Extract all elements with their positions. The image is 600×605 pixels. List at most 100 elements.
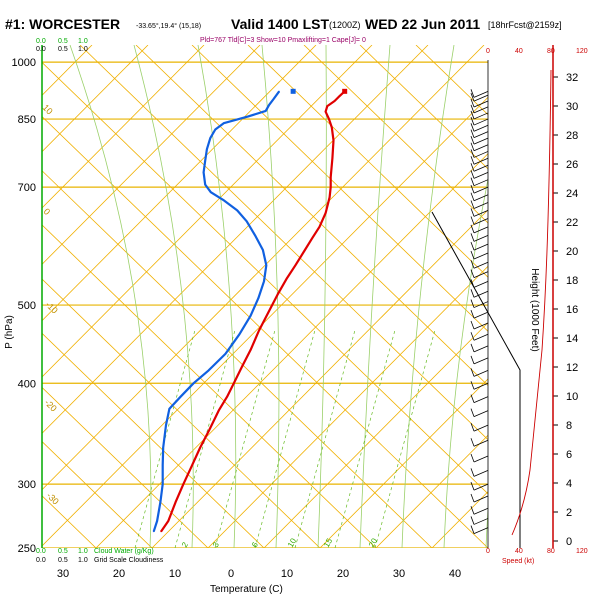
isotherm-line: [42, 96, 488, 547]
pressure-tick-label: 850: [18, 114, 36, 126]
wind-barb: [470, 104, 489, 114]
dewpoint-point: [209, 137, 211, 139]
isotherm-line: [375, 434, 488, 548]
wind-barb-staff: [473, 172, 489, 179]
dry-adiabat-line: [191, 45, 488, 332]
wind-barb-staff: [473, 179, 489, 187]
wind-barb-staff: [473, 234, 489, 242]
dewpoint-point: [159, 501, 162, 503]
temperature-point: [331, 126, 333, 129]
temperature-point: [250, 349, 252, 351]
dewpoint-point: [250, 315, 252, 317]
dewpoint-point: [208, 369, 210, 371]
speed-bottom-2: 80: [547, 548, 555, 555]
wind-barb-feather: [470, 184, 475, 194]
grid-layer: [42, 45, 488, 548]
temperature-point: [326, 105, 328, 107]
mixing-ratio-line: [374, 329, 436, 548]
surface-dewpoint-marker: [290, 88, 296, 94]
height-tick-label: 14: [566, 333, 578, 345]
temperature-point: [174, 501, 177, 503]
wind-barb: [470, 156, 489, 165]
wind-barb: [470, 453, 489, 463]
speed-top-1: 40: [515, 48, 523, 55]
dry-adiabat-line: [303, 45, 488, 224]
mixing-ratio-line: [294, 329, 356, 548]
wind-barb: [470, 135, 489, 145]
dry-adiabat-line: [79, 45, 488, 441]
isotherm-line: [319, 378, 488, 548]
temperature-point: [331, 157, 333, 159]
wind-barb-staff: [473, 333, 489, 341]
wind-barb-feather: [470, 289, 475, 298]
temperature-point: [182, 483, 184, 485]
temperature-tick-label: 20: [337, 568, 349, 580]
isotherm-line: [42, 45, 485, 491]
temperature-point: [167, 520, 169, 522]
wind-barb-staff: [473, 396, 489, 404]
dewpoint-point: [210, 191, 212, 193]
wind-barb-staff: [473, 483, 489, 491]
wind-barb-feather: [470, 468, 475, 477]
wind-barb: [470, 123, 489, 132]
temperature-point: [218, 409, 220, 412]
moist-adiabat-curve: [443, 176, 488, 548]
temperature-point: [226, 396, 228, 398]
temperature-point: [160, 530, 162, 533]
isotherm-line: [42, 45, 317, 322]
wind-barb: [470, 170, 489, 179]
wind-barb-feather: [470, 506, 475, 515]
grid-scale-bottom-1: 0.5: [58, 557, 68, 564]
temperature-point: [311, 237, 313, 239]
moist-adiabat-curve: [401, 45, 455, 548]
speed-bottom-0: 0: [486, 548, 490, 555]
wind-barb: [470, 149, 489, 158]
wind-barb: [470, 89, 489, 98]
isotherm-line: [151, 209, 488, 548]
wind-barb-feather: [470, 250, 475, 260]
isotherm-line: [42, 45, 261, 265]
wind-barb-staff: [473, 518, 489, 525]
speed-bottom-1: 40: [515, 548, 523, 555]
dewpoint-point: [206, 148, 208, 150]
temperature-point: [325, 212, 327, 214]
wind-barb-feather: [470, 104, 475, 114]
dry-adiabat-line: [135, 45, 488, 387]
wind-barb-staff: [473, 226, 489, 234]
dry-adiabat-line: [359, 45, 488, 170]
wind-speed-profile: [431, 211, 521, 548]
surface-temperature-marker: [342, 88, 348, 94]
height-tick-label: 16: [566, 304, 578, 316]
wind-barb-feather: [470, 93, 475, 102]
height-tick-label: 10: [566, 391, 578, 403]
dry-adiabat-line: [42, 61, 488, 495]
pressure-tick-label: 700: [18, 182, 36, 194]
wind-barb-staff: [473, 455, 489, 463]
speed-top-0: 0: [486, 48, 490, 55]
wind-barb: [470, 216, 489, 225]
wind-barb-staff: [473, 94, 489, 102]
wind-barb-feather: [470, 98, 475, 108]
dry-adiabat-line: [42, 116, 488, 548]
wind-barb-feather: [470, 516, 475, 525]
wind-barb-feather: [470, 493, 475, 503]
wind-barb-feather: [470, 422, 475, 432]
wind-barb: [470, 422, 489, 432]
wind-barb-staff: [473, 357, 489, 365]
wind-barb-feather: [470, 241, 475, 251]
wind-barb-feather: [470, 332, 475, 341]
wind-barb-staff: [473, 218, 489, 225]
moist-adiabat-curve: [133, 45, 194, 548]
wind-barb-staff: [473, 290, 489, 298]
height-tick-label: 24: [566, 188, 578, 200]
dewpoint-point: [153, 530, 155, 533]
moist-adiabat-curve: [261, 45, 280, 548]
series-layer: [152, 88, 348, 533]
height-tick-label: 26: [566, 159, 578, 171]
forecast-label: [18hrFcst@2159z]: [488, 20, 562, 30]
temperature-tick-label: 30: [393, 568, 405, 580]
dewpoint-point: [246, 220, 248, 222]
dry-adiabat-line: [42, 441, 153, 548]
dewpoint-point: [222, 199, 224, 201]
